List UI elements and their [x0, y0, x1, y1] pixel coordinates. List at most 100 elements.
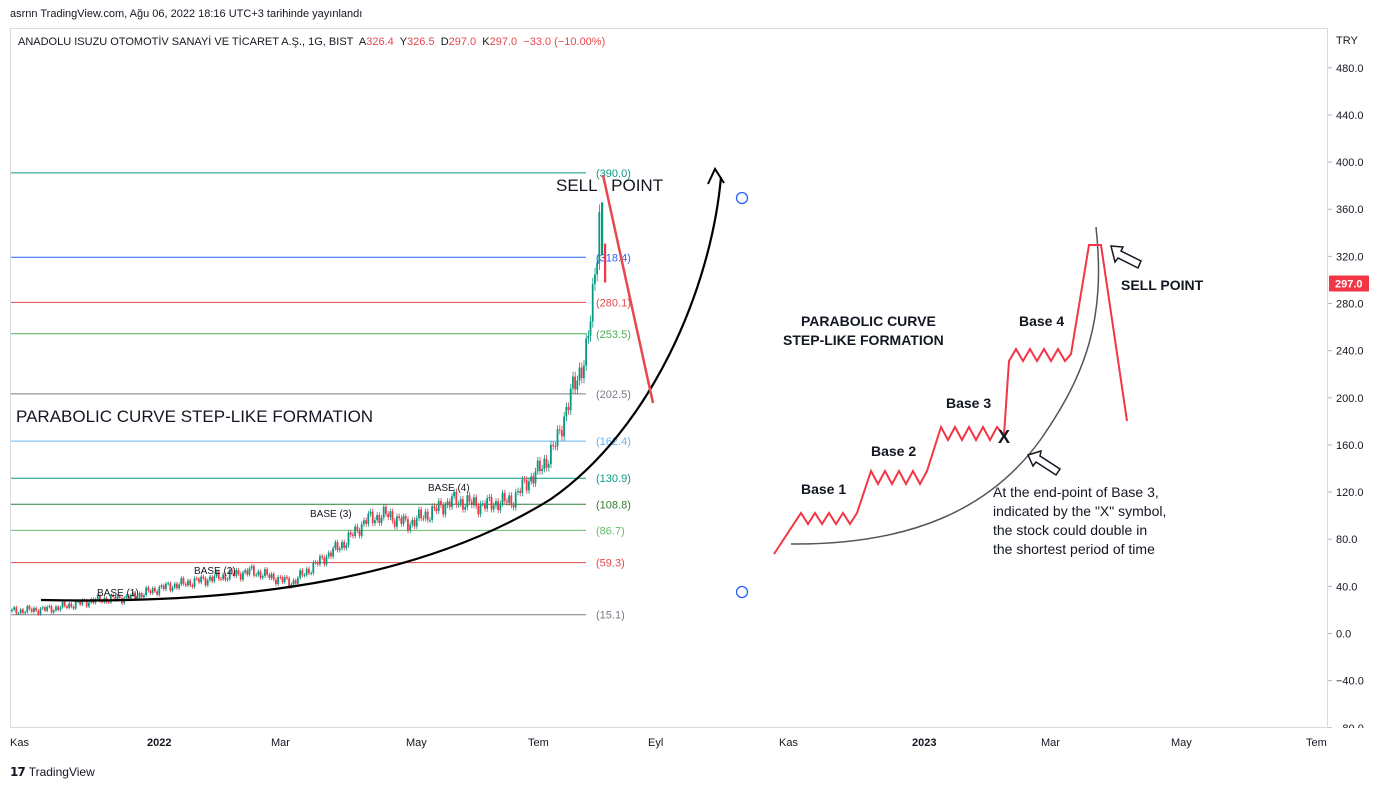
candle-body	[604, 243, 607, 283]
candle-body	[250, 566, 253, 569]
candle-body	[321, 556, 323, 558]
candle-body	[424, 511, 427, 519]
currency-label: TRY	[1336, 35, 1358, 47]
sell-point-label: SELL POINT	[556, 176, 663, 195]
time-axis-scale[interactable]: Kas 2022 Mar May Tem Eyl Kas 2023 Mar May Tem	[10, 728, 1328, 758]
candle-body	[118, 595, 121, 599]
candle-body	[15, 607, 18, 614]
candle-body	[310, 573, 312, 575]
candle-body	[580, 367, 583, 379]
inset-title-line1: PARABOLIC CURVE	[801, 313, 936, 329]
candle-body	[510, 495, 513, 506]
candle-body	[99, 595, 101, 602]
candle-body	[222, 574, 224, 580]
price-axis[interactable]: TRY 480.0 440.0 400.0 360.0 320.0 280.0 240.0 20…	[1328, 28, 1386, 735]
low-label: D	[440, 36, 449, 48]
candle-body	[558, 429, 561, 431]
candle-body	[319, 556, 321, 565]
symbol-legend[interactable]: ANADOLU ISUZU OTOMOTİV SANAYİ VE TİCARET…	[18, 36, 605, 48]
candle-body	[360, 524, 363, 536]
price-axis-scale[interactable]: TRY 480.0 440.0 400.0 360.0 320.0 280.0 240.0 20…	[1328, 28, 1386, 735]
fib-label-0: (390.0)	[596, 168, 631, 180]
candle-body	[422, 518, 425, 520]
candle-body	[519, 490, 521, 493]
candle-body	[503, 492, 506, 502]
candle-body	[33, 607, 35, 612]
inset-note-line4: the shortest period of time	[993, 541, 1155, 557]
candle-body	[96, 595, 99, 600]
candle-body	[147, 587, 150, 591]
footer-brand[interactable]: 17 TradingView	[10, 765, 95, 779]
candle-body	[237, 570, 240, 574]
inset-base-3: Base 3	[946, 395, 991, 411]
candle-body	[492, 505, 495, 510]
time-axis[interactable]: Kas 2022 Mar May Tem Eyl Kas 2023 Mar May Tem	[10, 728, 1328, 758]
candle-body	[444, 504, 447, 515]
candle-body	[162, 585, 165, 590]
candle-body	[242, 572, 244, 580]
curve-arrowhead	[707, 166, 725, 185]
candle-body	[151, 587, 154, 594]
candle-body	[297, 577, 299, 584]
candle-body	[165, 583, 167, 590]
price-tick-label: 240.0	[1336, 346, 1364, 358]
candle-body	[440, 500, 442, 506]
candle-body	[294, 580, 297, 584]
candle-body	[235, 570, 238, 576]
candle-body	[576, 380, 579, 390]
price-tick-label: 40.0	[1336, 581, 1357, 593]
candle-body	[462, 499, 464, 510]
candle-body	[193, 578, 196, 587]
fib-label-4: (202.5)	[596, 389, 631, 401]
candle-body	[332, 548, 334, 557]
symbol-name: ANADOLU ISUZU OTOMOTİV SANAYİ VE TİCARET…	[18, 36, 354, 48]
inset-x-arrow	[1026, 449, 1062, 477]
drawing-handle-top[interactable]	[735, 191, 749, 205]
candle-body	[13, 607, 15, 610]
candle-body	[387, 513, 389, 518]
candle-body	[72, 606, 75, 609]
candle-body	[127, 595, 130, 600]
candle-body	[374, 520, 376, 524]
candle-body	[52, 610, 55, 613]
price-chart[interactable]: (390.0)(318.4)(280.1)(253.5)(202.5)(162.…	[11, 29, 1327, 727]
candle-body	[473, 497, 475, 506]
candle-body	[598, 211, 601, 263]
candle-body	[426, 511, 429, 520]
candle-body	[391, 511, 394, 521]
drawing-handle-bottom[interactable]	[735, 585, 749, 599]
candle-body	[567, 406, 570, 411]
candle-body	[198, 578, 200, 583]
inset-sell-arrow	[1110, 245, 1142, 270]
candle-body	[601, 202, 604, 256]
candle-body	[264, 569, 266, 576]
candle-body	[409, 524, 411, 531]
candle-body	[437, 500, 440, 512]
candle-body	[48, 606, 51, 608]
candle-body	[184, 583, 187, 586]
candle-body	[44, 607, 46, 611]
candle-body	[528, 481, 530, 491]
candle-body	[145, 587, 147, 596]
candle-body	[400, 517, 403, 524]
time-tick-label: Eyl	[648, 737, 663, 749]
candle-body	[382, 506, 385, 518]
price-tick-label: −40.0	[1336, 676, 1364, 688]
candle-body	[173, 583, 176, 588]
price-tick-label: 200.0	[1336, 393, 1364, 405]
candle-body	[189, 580, 191, 586]
candle-body	[41, 607, 44, 609]
candle-body	[305, 568, 308, 575]
candle-body	[312, 562, 315, 574]
candle-body	[352, 534, 354, 536]
candle-body	[61, 601, 64, 608]
candle-body	[57, 606, 59, 611]
candle-body	[583, 365, 585, 379]
candle-body	[176, 583, 178, 589]
candle-body	[180, 578, 183, 585]
chart-frame[interactable]: (390.0) (318.4) (280.1) (253.5) (202.5) (162.…	[10, 28, 1328, 728]
price-tick-label: 80.0	[1336, 534, 1357, 546]
candle-body	[550, 444, 552, 465]
candle-body	[114, 596, 117, 601]
candle-body	[268, 574, 271, 579]
